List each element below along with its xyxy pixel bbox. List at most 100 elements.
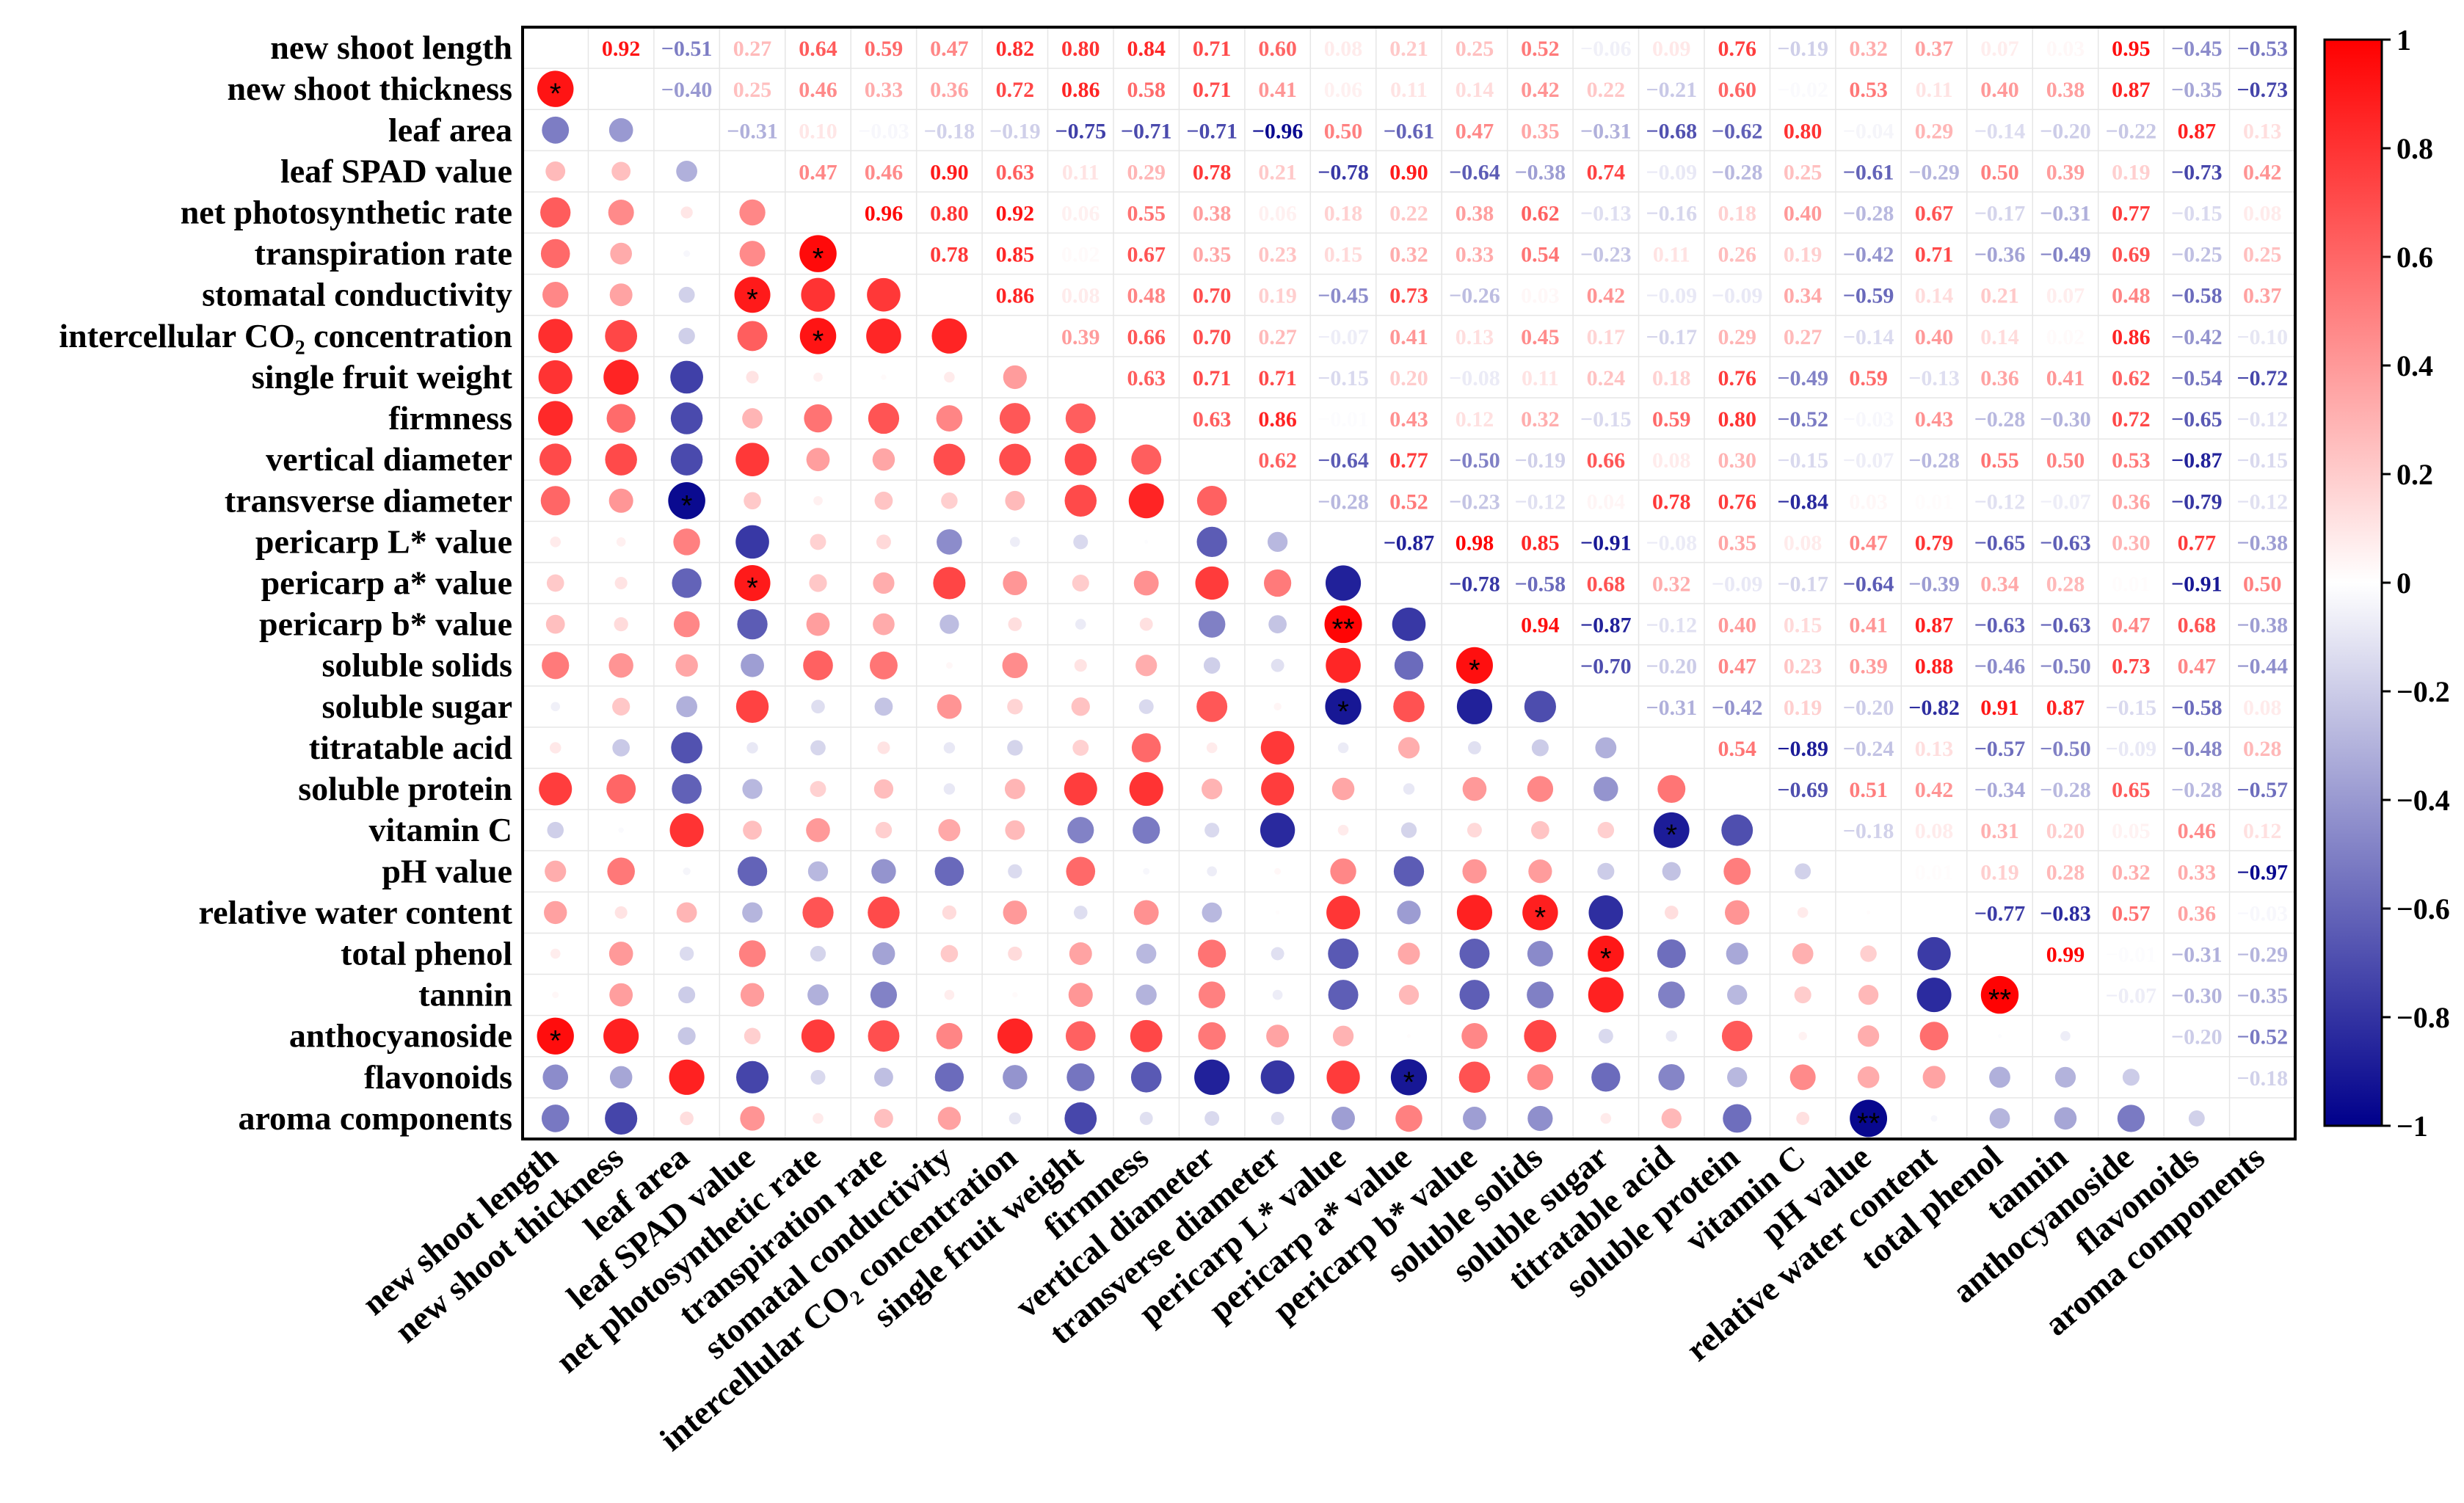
- corr-value-10-13: 0.77: [1389, 448, 1428, 473]
- row-label: leaf area: [388, 111, 512, 148]
- corr-value-12-13: −0.87: [1384, 531, 1435, 555]
- corr-value-5-22: −0.36: [1974, 243, 2026, 267]
- corr-circle-18-3: [742, 779, 763, 799]
- corr-value-5-16: −0.23: [1580, 243, 1632, 267]
- corr-circle-26-18: [1723, 1104, 1752, 1133]
- corr-value-6-16: 0.42: [1587, 284, 1626, 308]
- corr-value-4-7: 0.92: [996, 202, 1035, 226]
- corr-value-10-16: 0.66: [1587, 448, 1626, 473]
- corr-circle-24-1: [603, 1018, 639, 1054]
- corr-circle-17-15: [1531, 739, 1549, 757]
- row-label: tannin: [418, 976, 512, 1013]
- corr-circle-9-0: [538, 401, 573, 436]
- corr-circle-16-13: [1393, 691, 1425, 723]
- corr-circle-12-8: [1073, 534, 1089, 550]
- corr-circle-24-4: [801, 1019, 835, 1053]
- corr-value-18-23: −0.28: [2040, 778, 2091, 802]
- corr-circle-9-8: [1065, 403, 1096, 434]
- corr-circle-26-4: [813, 1113, 824, 1124]
- corr-circle-24-17: [1665, 1030, 1678, 1042]
- corr-value-2-9: −0.71: [1121, 119, 1172, 143]
- significance-marks: *******************: [550, 78, 2011, 1140]
- corr-circle-19-13: [1400, 822, 1417, 838]
- corr-circle-10-4: [806, 448, 830, 472]
- corr-circle-24-5: [868, 1020, 900, 1052]
- corr-circle-15-14: [1455, 647, 1493, 684]
- corr-circle-12-2: [673, 528, 700, 556]
- corr-value-9-18: 0.80: [1718, 407, 1756, 432]
- corr-value-17-23: −0.50: [2040, 737, 2091, 761]
- corr-circle-21-10: [1202, 902, 1222, 923]
- corr-value-0-14: 0.25: [1455, 37, 1494, 61]
- corr-value-11-24: 0.36: [2112, 490, 2151, 514]
- corr-circle-24-11: [1266, 1025, 1290, 1048]
- corr-circle-26-11: [1271, 1112, 1284, 1125]
- corr-circle-13-6: [933, 567, 966, 600]
- corr-circle-22-19: [1792, 943, 1814, 964]
- corr-value-21-24: 0.57: [2112, 901, 2151, 925]
- corr-circle-26-2: [680, 1111, 694, 1126]
- corr-circle-15-11: [1271, 658, 1284, 672]
- corr-value-9-11: 0.86: [1258, 407, 1297, 432]
- corr-circle-26-10: [1204, 1110, 1220, 1126]
- corr-circle-17-4: [810, 740, 826, 756]
- corr-value-9-15: 0.32: [1521, 407, 1560, 432]
- corr-value-17-21: 0.13: [1915, 737, 1954, 761]
- corr-value-2-24: −0.22: [2106, 119, 2157, 143]
- corr-circle-16-7: [1007, 699, 1023, 715]
- upper-triangle-values: 0.92 −0.51 0.27 0.64 0.59 0.47 0.82 0.80 0.84 0.7…: [602, 37, 2288, 1091]
- corr-circle-25-19: [1789, 1064, 1816, 1091]
- corr-circle-13-1: [614, 576, 628, 590]
- corr-value-11-26: −0.12: [2236, 490, 2288, 514]
- row-label: stomatal conductivity: [202, 276, 512, 313]
- corr-value-10-24: 0.53: [2112, 448, 2151, 473]
- corr-value-14-22: −0.63: [1974, 614, 2026, 638]
- corr-circle-25-16: [1591, 1063, 1621, 1092]
- corr-circle-26-20: [1850, 1099, 1888, 1138]
- corr-value-15-17: −0.20: [1646, 655, 1697, 679]
- corr-value-18-26: −0.57: [2236, 778, 2288, 802]
- corr-value-19-24: 0.05: [2112, 819, 2151, 843]
- corr-circle-11-8: [1064, 484, 1097, 517]
- corr-circle-14-6: [940, 614, 959, 634]
- corr-value-2-6: −0.18: [924, 119, 975, 143]
- corr-circle-25-4: [810, 1069, 826, 1085]
- corr-circle-2-0: [542, 116, 570, 144]
- corr-circle-26-14: [1463, 1107, 1486, 1130]
- corr-value-9-13: 0.43: [1389, 407, 1428, 432]
- corr-circle-5-0: [540, 239, 570, 269]
- corr-value-12-20: 0.47: [1849, 531, 1888, 555]
- corr-value-2-5: −0.03: [858, 119, 909, 143]
- corr-value-4-15: 0.62: [1521, 202, 1560, 226]
- corr-value-19-23: 0.20: [2046, 819, 2085, 843]
- corr-value-3-14: −0.64: [1449, 160, 1500, 184]
- corr-value-21-22: −0.77: [1974, 901, 2026, 925]
- corr-circle-23-11: [1272, 989, 1283, 1000]
- corr-circle-19-0: [547, 821, 564, 839]
- corr-circle-21-19: [1797, 907, 1809, 918]
- corr-value-1-18: 0.60: [1718, 78, 1756, 102]
- corr-circle-20-6: [934, 856, 964, 887]
- corr-circle-2-1: [608, 117, 633, 142]
- corr-value-3-4: 0.47: [799, 160, 837, 184]
- corr-value-3-7: 0.63: [996, 160, 1035, 184]
- corr-circle-16-2: [676, 696, 697, 718]
- corr-value-7-11: 0.27: [1258, 325, 1297, 349]
- corr-circle-6-5: [867, 277, 901, 312]
- corr-value-23-25: −0.30: [2171, 984, 2223, 1008]
- corr-circle-22-1: [608, 942, 633, 966]
- corr-value-0-23: 0.03: [2046, 37, 2085, 61]
- corr-circle-20-9: [1143, 867, 1150, 875]
- corr-value-1-15: 0.42: [1521, 78, 1560, 102]
- corr-circle-9-6: [936, 405, 963, 432]
- corr-circle-14-2: [673, 611, 700, 638]
- corr-value-20-22: 0.19: [1980, 860, 2019, 884]
- corr-value-2-25: 0.87: [2178, 119, 2217, 143]
- corr-value-1-2: −0.40: [661, 78, 713, 102]
- corr-circle-20-0: [545, 860, 567, 882]
- corr-circle-13-9: [1133, 570, 1159, 596]
- corr-circle-11-5: [874, 491, 893, 510]
- corr-circle-6-1: [609, 283, 633, 307]
- corr-value-19-26: 0.12: [2243, 819, 2282, 843]
- corr-circle-22-18: [1726, 942, 1748, 965]
